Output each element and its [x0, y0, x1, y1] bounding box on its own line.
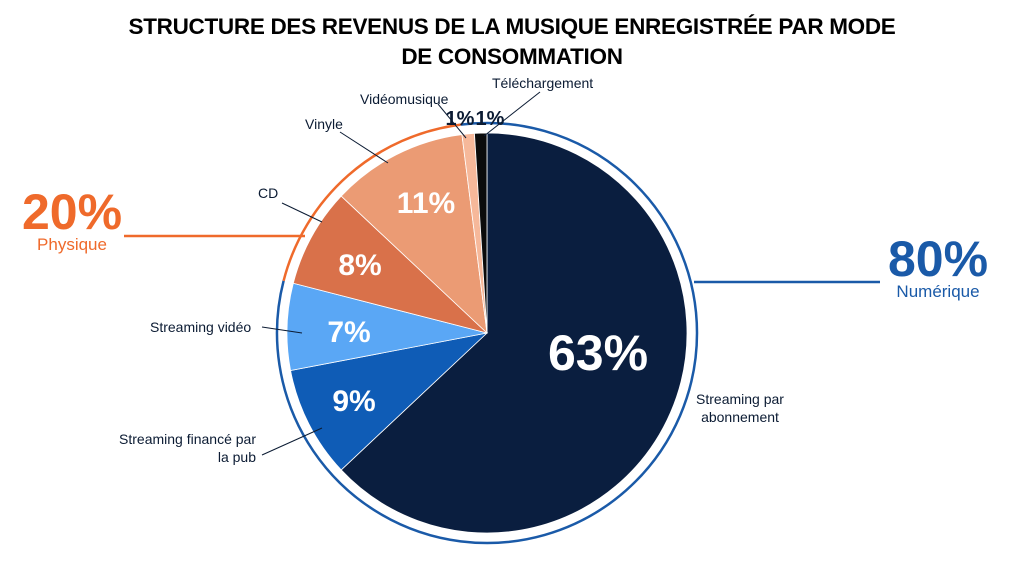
slice-vinyle	[340, 134, 488, 335]
leader-vinyle	[339, 131, 389, 164]
category-label-telechargement: Téléchargement	[492, 75, 593, 91]
group-name-physique: Physique	[37, 235, 107, 254]
slice-streaming-pub	[290, 332, 489, 471]
slice-streaming-abonnement	[340, 132, 688, 534]
group-name-numerique: Numérique	[896, 282, 979, 301]
leader-streaming-video	[261, 326, 303, 334]
pct-label-vinyle: 11%	[397, 187, 455, 220]
category-label-vinyle: Vinyle	[305, 116, 343, 132]
slice-telechargement	[474, 132, 488, 334]
chart-title: STRUCTURE DES REVENUS DE LA MUSIQUE ENRE…	[128, 14, 896, 69]
category-label-cd: CD	[258, 185, 278, 201]
group-arc-physique	[282, 123, 461, 282]
leader-cd	[281, 202, 323, 223]
leader-telechargement	[483, 91, 541, 137]
category-label-streaming-pub: Streaming financé par la pub	[119, 431, 256, 465]
category-leaders	[261, 91, 541, 456]
pct-label-streaming-abonnement: 63%	[548, 325, 648, 381]
pct-label-telechargement: 1%	[476, 108, 505, 130]
leader-streaming-pub	[261, 427, 323, 456]
category-label-videomusique: Vidéomusique	[360, 91, 449, 107]
category-label-streaming-abonnement: Streaming par abonnement	[696, 391, 784, 425]
group-pct-physique: 20%	[22, 184, 122, 240]
pct-label-cd: 8%	[338, 249, 381, 282]
leader-videomusique	[437, 103, 467, 139]
pie-slices	[286, 132, 688, 534]
pct-label-streaming-video: 7%	[327, 316, 370, 349]
pct-label-videomusique: 1%	[446, 108, 475, 130]
category-label-streaming-video: Streaming vidéo	[150, 319, 251, 335]
pct-label-streaming-pub: 9%	[332, 385, 375, 418]
group-arc-numerique	[275, 121, 699, 545]
slice-cd	[292, 195, 488, 334]
group-pct-numerique: 80%	[888, 231, 988, 287]
